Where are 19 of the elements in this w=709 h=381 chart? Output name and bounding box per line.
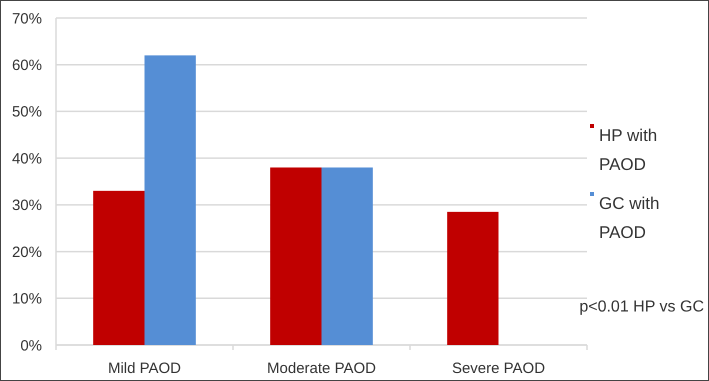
y-tick-label: 0%: [20, 337, 42, 354]
bar: [447, 212, 498, 345]
x-tick-label: Moderate PAOD: [267, 360, 376, 377]
legend-label: GC with PAOD: [599, 194, 660, 242]
y-tick-label: 70%: [12, 10, 42, 28]
y-tick-label: 50%: [12, 104, 42, 121]
y-tick-label: 30%: [12, 197, 42, 214]
annotation: p<0.01 HP vs GC: [579, 298, 704, 316]
x-tick-label: Severe PAOD: [452, 360, 546, 377]
y-tick-label: 20%: [12, 244, 42, 261]
bar: [144, 55, 196, 345]
bar: [93, 190, 144, 345]
legend-label: HP with PAOD: [599, 126, 658, 174]
y-tick-label: 40%: [12, 150, 42, 168]
y-tick-label: 10%: [12, 290, 42, 308]
bar: [270, 167, 322, 345]
x-tick-label: Mild PAOD: [108, 360, 182, 377]
bar: [322, 167, 373, 345]
y-tick-label: 60%: [12, 56, 42, 74]
